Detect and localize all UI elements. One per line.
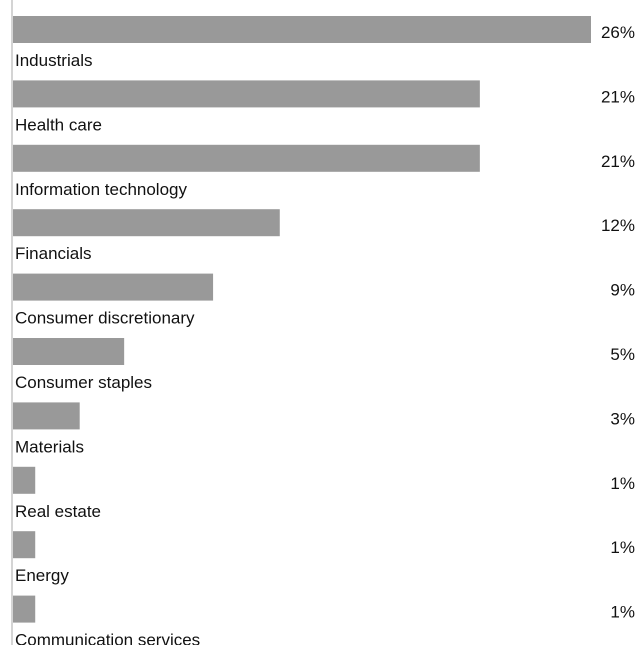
category-label-4: Consumer discretionary bbox=[15, 309, 195, 328]
bar-2 bbox=[13, 144, 480, 172]
bar-9 bbox=[13, 595, 36, 623]
category-label-2: Information technology bbox=[15, 180, 187, 199]
bar-6 bbox=[13, 402, 80, 430]
category-label-6: Materials bbox=[15, 437, 84, 456]
value-label-6: 3% bbox=[610, 409, 635, 428]
bar-7 bbox=[13, 466, 36, 494]
bar-8 bbox=[13, 531, 36, 559]
bar-1 bbox=[13, 80, 480, 108]
value-label-2: 21% bbox=[601, 152, 635, 171]
category-label-3: Financials bbox=[15, 244, 92, 263]
value-label-0: 26% bbox=[601, 23, 635, 42]
value-label-3: 12% bbox=[601, 216, 635, 235]
value-label-9: 1% bbox=[610, 603, 635, 622]
category-label-0: Industrials bbox=[15, 51, 92, 70]
category-label-9: Communication services bbox=[15, 631, 200, 645]
value-label-5: 5% bbox=[610, 345, 635, 364]
category-label-5: Consumer staples bbox=[15, 373, 152, 392]
value-label-8: 1% bbox=[610, 538, 635, 557]
category-label-7: Real estate bbox=[15, 502, 101, 521]
bar-3 bbox=[13, 209, 280, 237]
value-label-1: 21% bbox=[601, 87, 635, 106]
bar-5 bbox=[13, 338, 125, 365]
bar-4 bbox=[13, 273, 214, 301]
value-label-4: 9% bbox=[610, 281, 635, 300]
value-label-7: 1% bbox=[610, 474, 635, 493]
bar-0 bbox=[13, 16, 591, 43]
category-label-8: Energy bbox=[15, 566, 69, 585]
bars-group: 26% Industrials 21% Health care 21% Informati… bbox=[13, 16, 635, 645]
category-label-1: Health care bbox=[15, 115, 102, 134]
